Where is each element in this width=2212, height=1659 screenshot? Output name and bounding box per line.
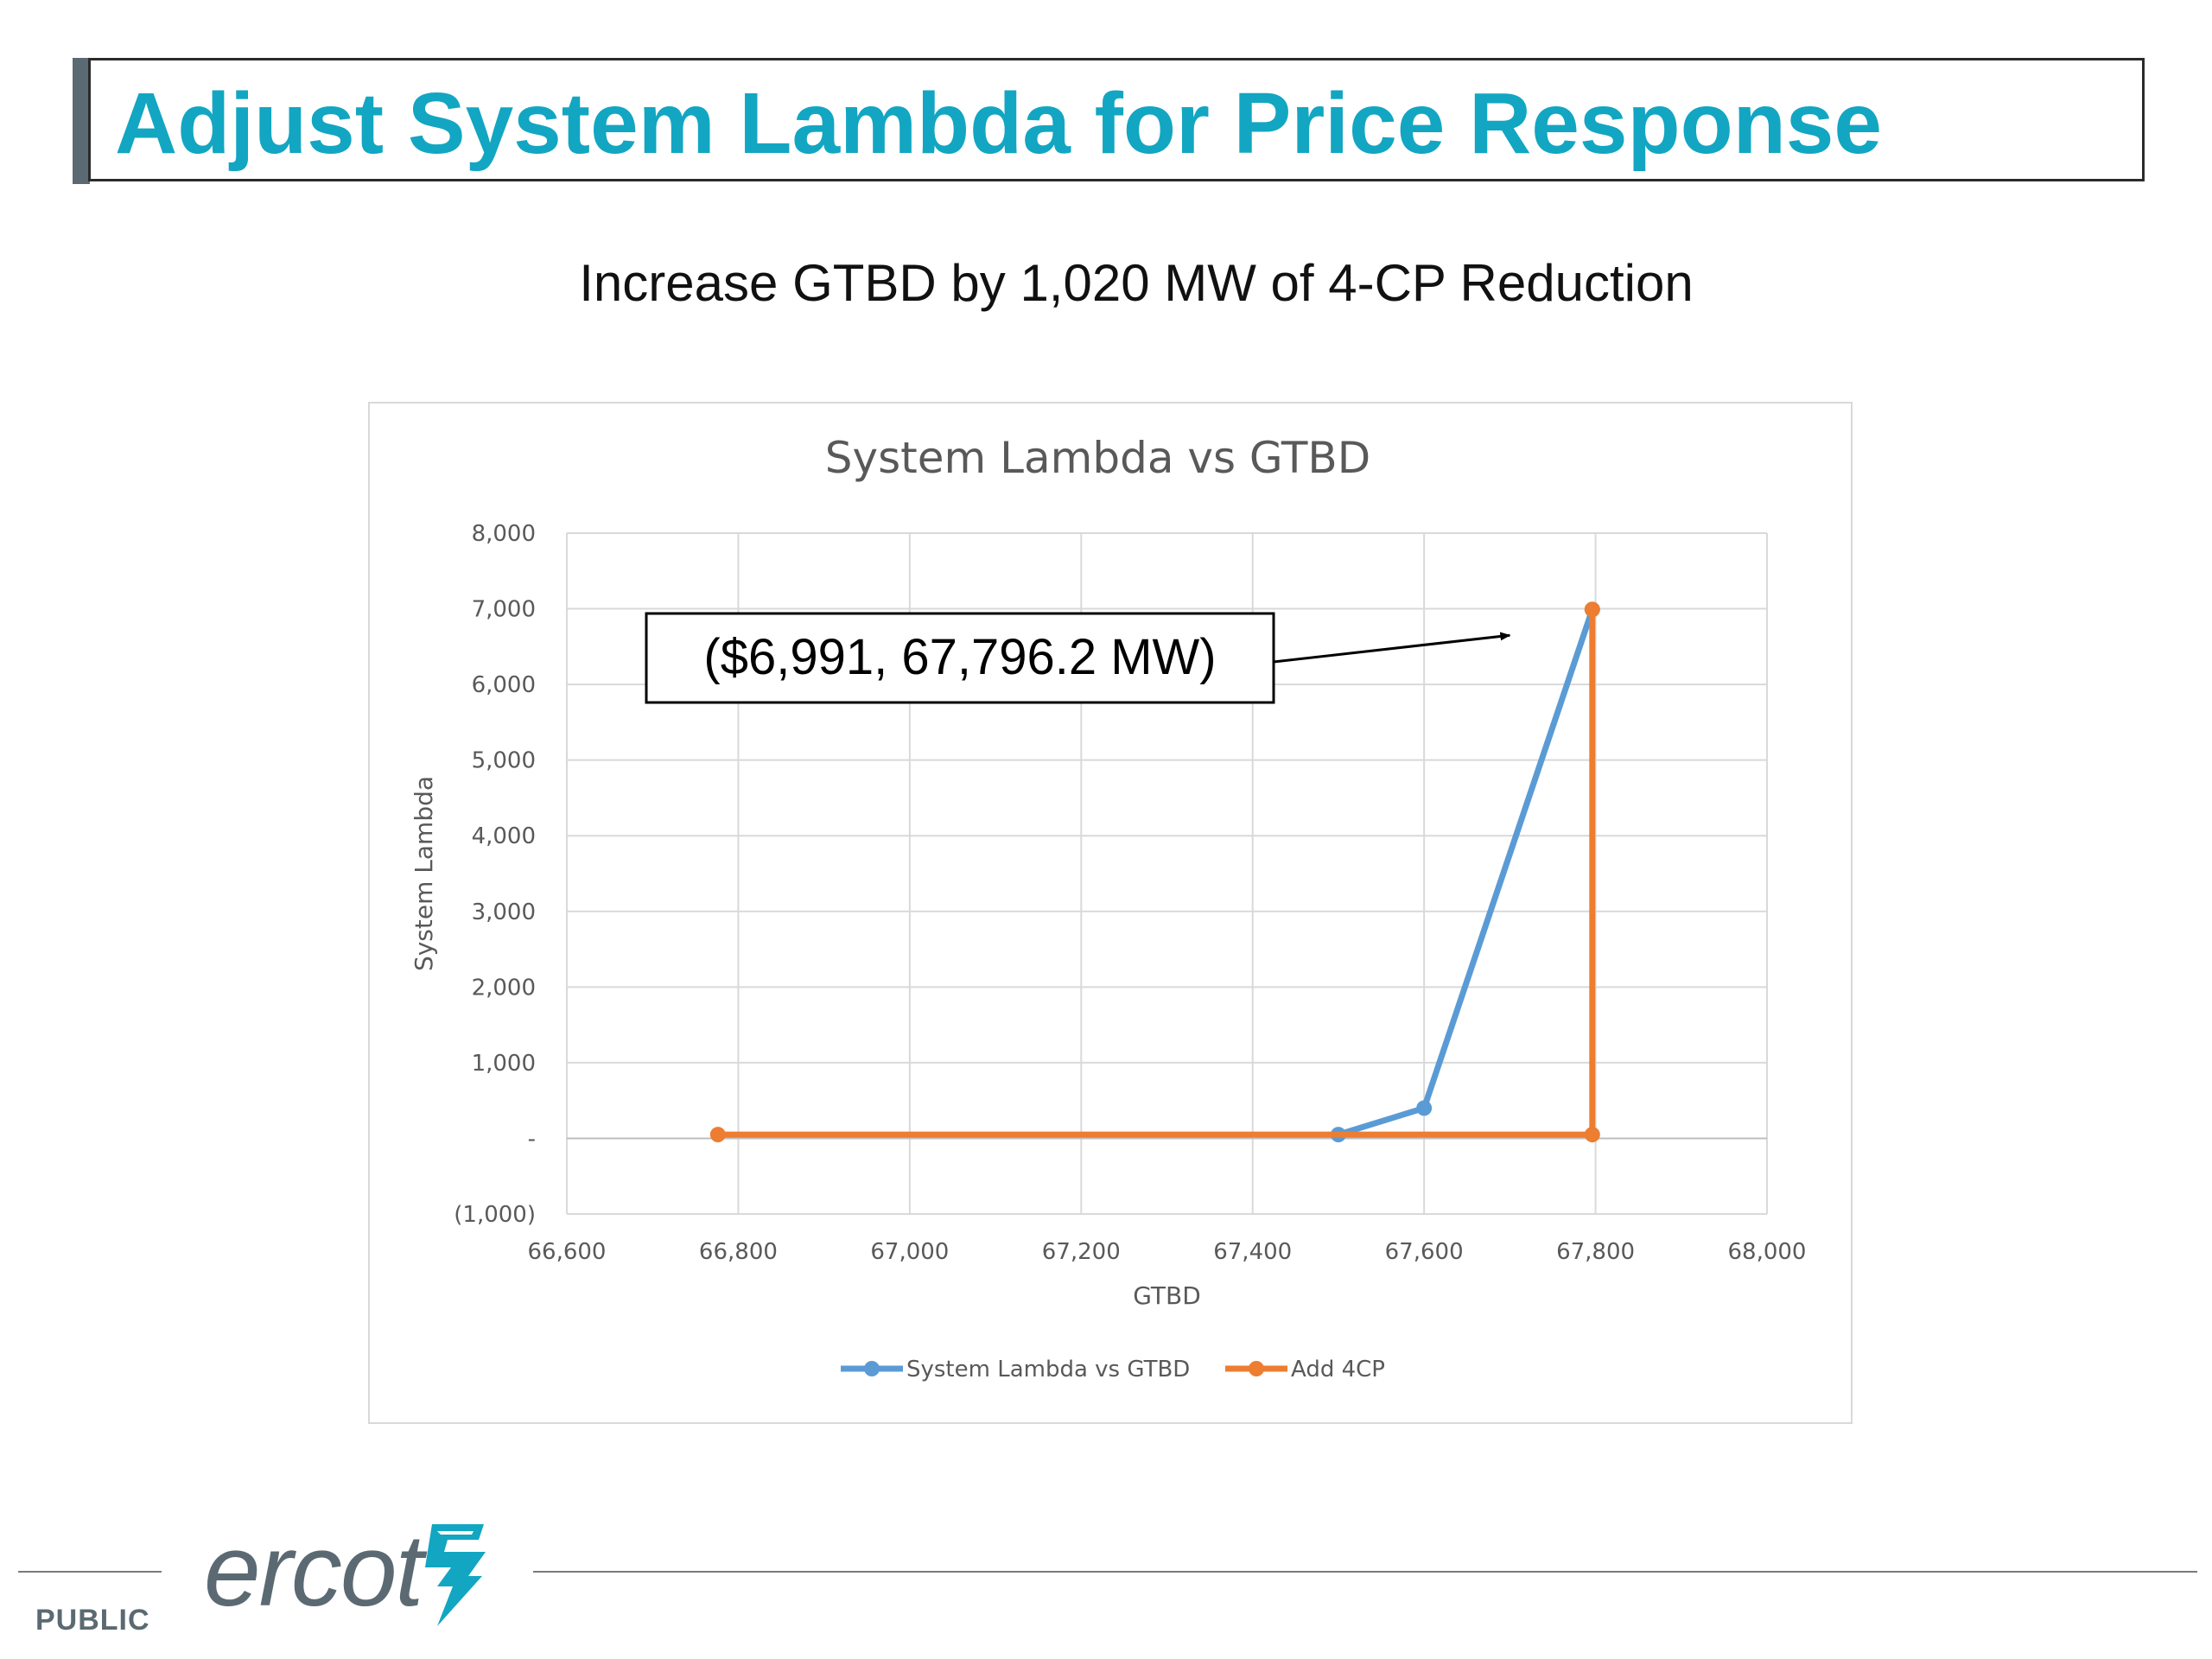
data-point [709,1127,726,1143]
series-line-1 [1337,608,1596,1138]
y-axis-title: System Lambda [410,776,438,971]
x-tick-label: 66,600 [528,1239,607,1265]
chart-frame: System Lambda vs GTBD (1,000) - 1,000 2,000 3… [368,402,1853,1424]
x-axis-title: GTBD [1133,1281,1201,1310]
data-point [1584,1127,1600,1143]
legend-label-1: System Lambda vs GTBD [906,1357,1190,1382]
title-box [88,58,2145,181]
footer-rule-right [533,1571,2197,1573]
y-tick-label: 4,000 [472,823,536,849]
x-tick-label: 67,800 [1556,1239,1635,1265]
slide-subtitle: Increase GTBD by 1,020 MW of 4-CP Reduct… [579,254,1694,312]
legend-swatch-marker [864,1361,880,1376]
public-label: PUBLIC [35,1604,150,1637]
x-tick-label: 68,000 [1728,1239,1807,1265]
slide-title: Adjust System Lambda for Price Response [115,75,1883,172]
footer-rule-left [18,1571,162,1573]
y-tick-label: 2,000 [472,975,536,1001]
x-tick-label: 67,400 [1213,1239,1292,1265]
y-tick-label: 7,000 [472,597,536,623]
legend-label-2: Add 4CP [1291,1357,1385,1382]
y-tick-label: 5,000 [472,748,536,774]
data-point [1416,1100,1433,1116]
x-tick-label: 67,000 [870,1239,949,1265]
annotation-label: ($6,991, 67,796.2 MW) [703,629,1216,685]
line-chart: System Lambda vs GTBD (1,000) - 1,000 2,000 3… [410,433,1807,1382]
data-point [1584,601,1600,618]
y-tick-label: 1,000 [472,1051,536,1077]
y-tick-label: 6,000 [472,672,536,698]
title-accent-bar [73,58,90,184]
annotation-arrow [1273,632,1511,664]
x-tick-label: 67,600 [1385,1239,1464,1265]
annotation-box [645,612,1275,704]
ercot-logo-text: ercot [204,1514,423,1628]
y-tick-label: 8,000 [472,521,536,547]
y-tick-label: 3,000 [472,899,536,925]
chart-title: System Lambda vs GTBD [825,433,1370,483]
ercot-logo-icon [425,1524,486,1626]
x-tick-label: 66,800 [699,1239,778,1265]
y-tick-label: - [528,1126,536,1152]
legend-swatch-marker [1249,1361,1264,1376]
y-tick-label: (1,000) [454,1202,536,1228]
x-tick-label: 67,200 [1042,1239,1121,1265]
